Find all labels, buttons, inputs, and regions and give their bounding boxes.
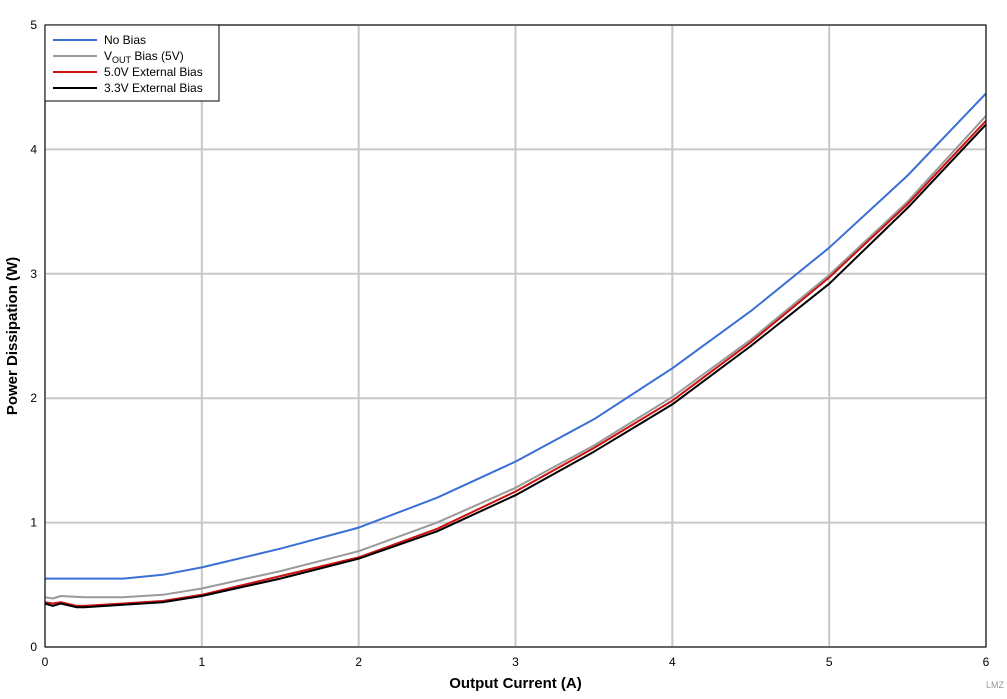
y-axis-title: Power Dissipation (W) <box>4 257 21 415</box>
y-tick-label: 3 <box>30 267 37 281</box>
legend-label: No Bias <box>104 33 146 47</box>
series-line-2 <box>44 115 987 600</box>
y-axis-ticks: 0 1 2 3 4 5 <box>30 18 37 654</box>
legend-label: VOUT Bias (5V) <box>104 49 184 65</box>
y-tick-label: 2 <box>30 391 37 405</box>
x-tick-label: 0 <box>42 655 49 669</box>
legend: No Bias VOUT Bias (5V)5.0V External Bias 3… <box>44 24 220 102</box>
x-axis-title: Output Current (A) <box>449 675 581 692</box>
x-tick-label: 4 <box>669 655 676 669</box>
legend-label: 3.3V External Bias <box>104 81 203 95</box>
x-tick-label: 2 <box>355 655 362 669</box>
series-line-1 <box>45 92 987 580</box>
watermark-text: LMZ <box>986 680 1005 690</box>
x-axis-ticks: 0 1 2 3 4 5 6 <box>42 655 990 669</box>
series-line-3 <box>44 120 987 607</box>
x-tick-label: 1 <box>198 655 205 669</box>
x-tick-label: 5 <box>826 655 833 669</box>
plot-area-frame <box>44 24 987 648</box>
y-tick-label: 5 <box>30 18 37 32</box>
y-tick-label: 1 <box>30 516 37 530</box>
y-tick-label: 4 <box>30 142 37 156</box>
series-lines <box>44 92 987 609</box>
x-tick-label: 6 <box>983 655 990 669</box>
series-line-4 <box>44 123 987 609</box>
grid-lines <box>44 24 987 648</box>
y-tick-label: 0 <box>30 640 37 654</box>
legend-label: 5.0V External Bias <box>104 65 203 79</box>
x-tick-label: 3 <box>512 655 519 669</box>
